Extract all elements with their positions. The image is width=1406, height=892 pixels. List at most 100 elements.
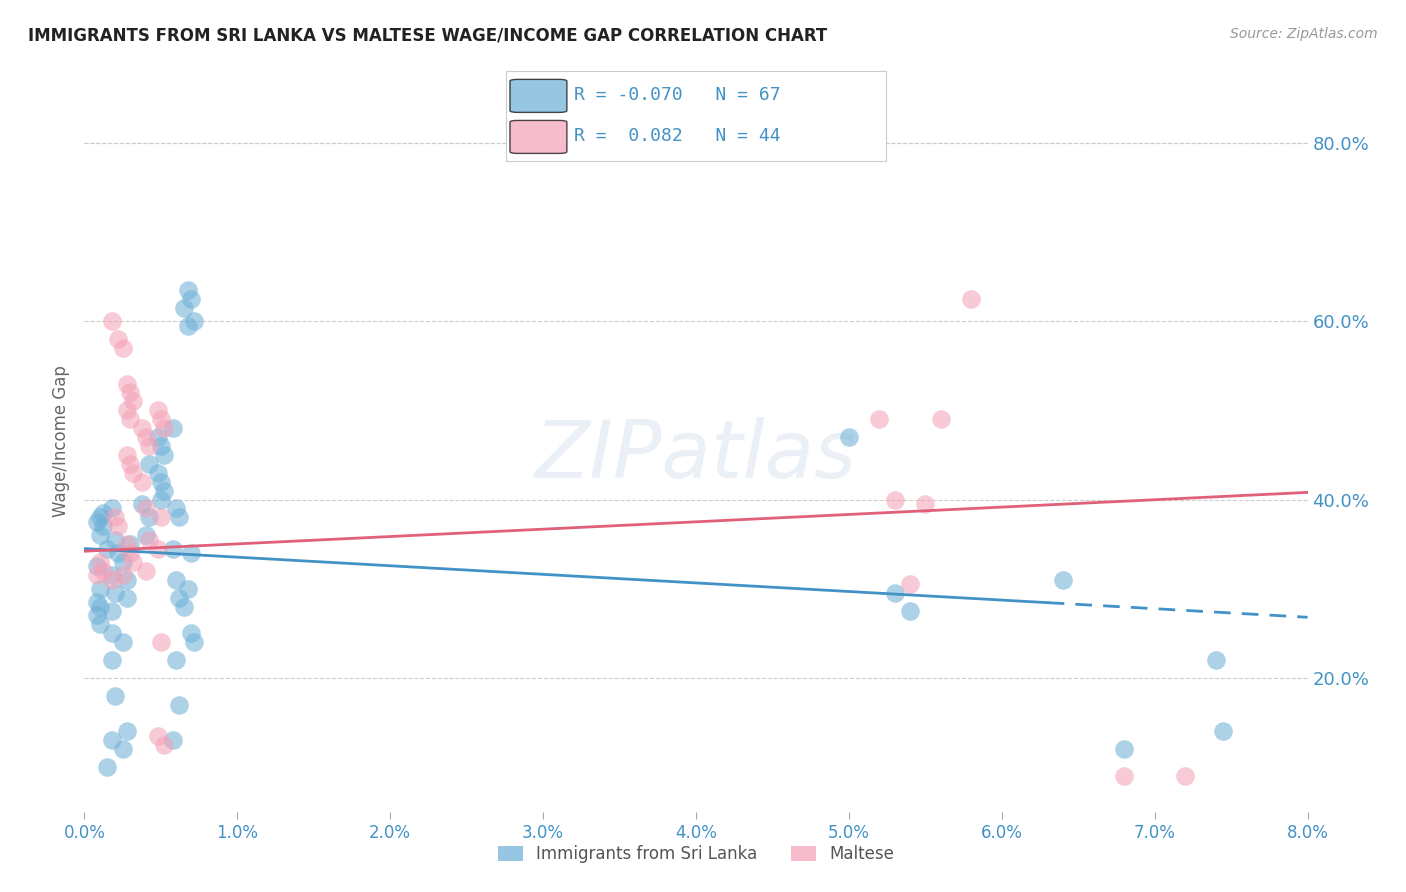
Point (107, 332, 129, 346)
Point (135, 528, 157, 542)
Point (165, 501, 187, 516)
Point (115, 376, 138, 391)
Point (1114, 769, 1136, 783)
Point (86, 559, 108, 574)
Point (153, 483, 176, 498)
Point (111, 555, 134, 569)
Point (898, 604, 921, 618)
Point (869, 412, 891, 426)
Point (86, 608, 108, 623)
Text: R = -0.070   N = 67: R = -0.070 N = 67 (575, 87, 782, 104)
Point (86, 515, 108, 529)
Point (135, 501, 157, 516)
Point (177, 283, 200, 297)
Text: ZIPatlas: ZIPatlas (534, 417, 858, 495)
Point (1114, 742, 1136, 756)
Point (180, 626, 202, 640)
Point (115, 403, 138, 417)
Point (146, 403, 169, 417)
Point (146, 541, 169, 556)
Point (173, 301, 195, 315)
Point (122, 555, 145, 569)
Point (149, 635, 172, 649)
Point (162, 733, 184, 747)
Point (101, 568, 124, 582)
Point (167, 510, 190, 524)
Point (173, 599, 195, 614)
Point (149, 510, 172, 524)
Point (107, 519, 129, 533)
Point (120, 412, 142, 426)
Point (1174, 769, 1197, 783)
Point (138, 439, 160, 453)
Point (138, 457, 160, 471)
Point (135, 430, 157, 444)
Point (120, 385, 142, 400)
Point (120, 537, 142, 551)
Point (1052, 573, 1074, 587)
Point (86, 568, 108, 582)
Point (115, 448, 138, 462)
Point (146, 466, 169, 480)
Point (89, 555, 111, 569)
Point (167, 591, 190, 605)
Point (960, 292, 983, 306)
Text: IMMIGRANTS FROM SRI LANKA VS MALTESE WAGE/INCOME GAP CORRELATION CHART: IMMIGRANTS FROM SRI LANKA VS MALTESE WAG… (28, 27, 827, 45)
Point (883, 586, 905, 600)
Point (91, 564, 114, 578)
Point (177, 318, 200, 333)
Point (89, 510, 111, 524)
Point (898, 577, 921, 591)
FancyBboxPatch shape (510, 120, 567, 153)
Point (89, 582, 111, 596)
Text: Source: ZipAtlas.com: Source: ZipAtlas.com (1230, 27, 1378, 41)
Point (135, 564, 157, 578)
Point (162, 421, 184, 435)
Point (131, 497, 153, 511)
Point (1212, 724, 1234, 739)
Point (120, 457, 142, 471)
Point (177, 582, 200, 596)
FancyBboxPatch shape (510, 79, 567, 112)
Point (89, 599, 111, 614)
Point (149, 475, 172, 489)
Text: R =  0.082   N = 44: R = 0.082 N = 44 (575, 127, 782, 145)
Point (107, 546, 129, 560)
Point (111, 568, 134, 582)
Point (183, 314, 205, 328)
Point (146, 729, 169, 743)
Point (122, 466, 145, 480)
Point (131, 475, 153, 489)
Point (91, 519, 114, 533)
Point (104, 510, 127, 524)
Point (89, 617, 111, 632)
Point (104, 586, 127, 600)
Point (1205, 653, 1227, 667)
Point (165, 573, 187, 587)
Point (104, 533, 127, 547)
Point (149, 492, 172, 507)
Point (180, 292, 202, 306)
Point (929, 412, 952, 426)
Point (146, 430, 169, 444)
Point (153, 448, 176, 462)
Point (149, 412, 172, 426)
Point (120, 546, 142, 560)
Point (838, 430, 860, 444)
Point (149, 439, 172, 453)
Point (101, 733, 124, 747)
Point (167, 698, 190, 712)
Point (101, 314, 124, 328)
Point (131, 421, 153, 435)
Point (101, 604, 124, 618)
Point (96, 541, 118, 556)
Point (89, 528, 111, 542)
Point (101, 626, 124, 640)
Point (115, 573, 138, 587)
Legend: Immigrants from Sri Lanka, Maltese: Immigrants from Sri Lanka, Maltese (491, 838, 901, 870)
Y-axis label: Wage/Income Gap: Wage/Income Gap (52, 366, 70, 517)
Point (101, 653, 124, 667)
Point (101, 573, 124, 587)
Point (86, 595, 108, 609)
Point (138, 510, 160, 524)
